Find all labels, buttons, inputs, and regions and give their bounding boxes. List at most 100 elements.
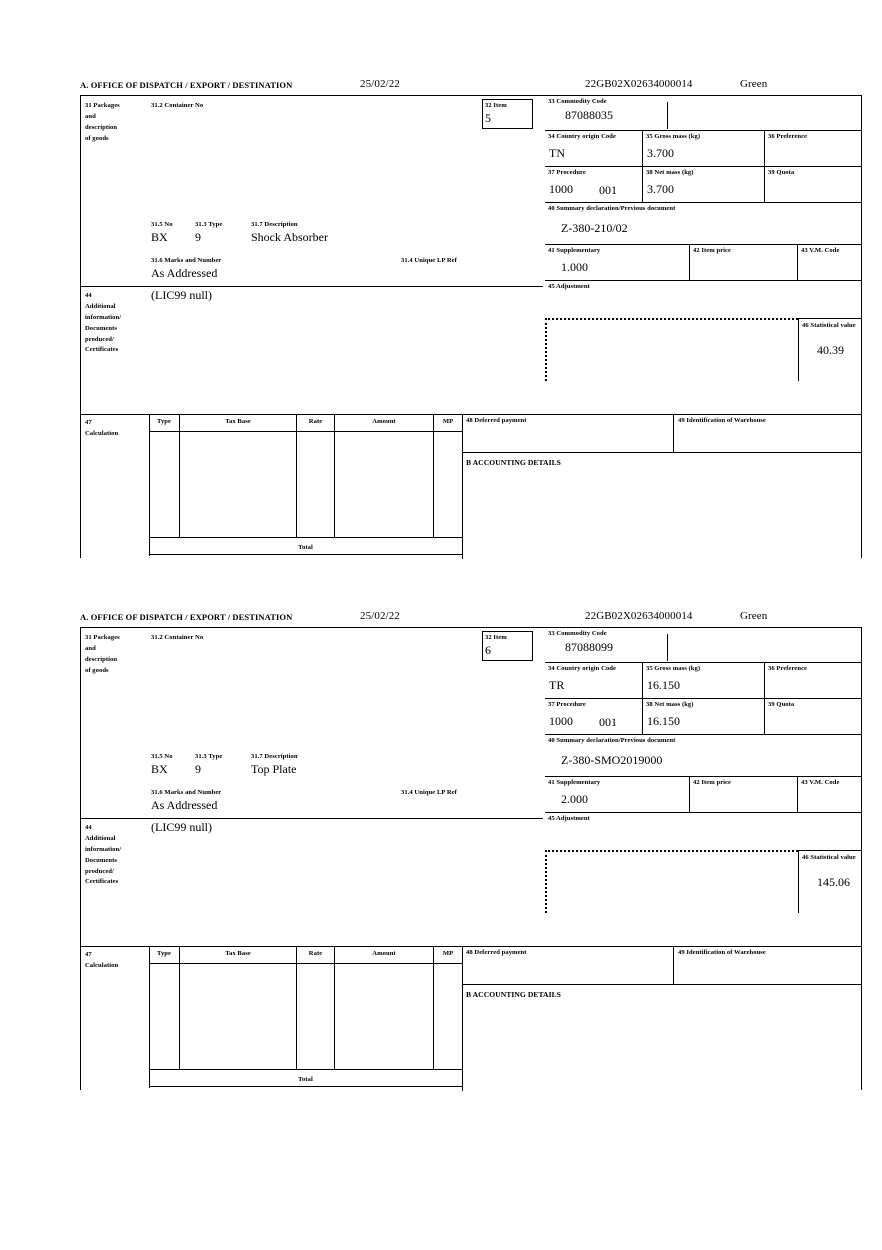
box35-gross-mass: 35 Gross mass (kg) 16.150 <box>643 663 765 699</box>
calc-bottom-border <box>149 1086 462 1087</box>
box46-label: 46 Statistical value <box>802 322 856 329</box>
box39-label: 39 Quota <box>768 701 795 708</box>
calc-header-row: Type Tax Base Rate Amount MP <box>149 414 462 432</box>
box31-5-no-label: 31.5 No <box>151 753 173 760</box>
box39-quota: 39 Quota <box>765 167 861 203</box>
box45-dotted-cell <box>545 850 798 913</box>
box44-value: (LIC99 null) <box>151 288 212 302</box>
box31-6-marks-value: As Addressed <box>151 798 218 812</box>
box31-4-unique-lp-ref-label: 31.4 Unique LP Ref <box>401 789 457 796</box>
box34-label: 34 Country origin Code <box>548 133 616 140</box>
calc-right-separator <box>462 414 463 559</box>
box31-6-marks-label: 31.6 Marks and Number <box>151 257 222 264</box>
box41-value: 2.000 <box>561 792 588 806</box>
box32-item-label: 32 Item <box>485 102 507 109</box>
calc-left-border <box>149 414 150 556</box>
calc-cell-rate <box>297 432 335 537</box>
customs-lane-status: Green <box>740 610 768 622</box>
box37-procedure: 37 Procedure 1000 001 <box>545 167 643 203</box>
box49-warehouse-identification: 49 Identification of Warehouse <box>674 414 861 453</box>
calc-total-label: Total <box>298 1076 313 1083</box>
box42-item-price: 42 Item price <box>690 777 798 813</box>
box34-label: 34 Country origin Code <box>548 665 616 672</box>
calc-total-label: Total <box>298 544 313 551</box>
calc-col-mp: MP <box>442 950 454 957</box>
box37-label: 37 Procedure <box>548 701 586 708</box>
box35-label: 35 Gross mass (kg) <box>646 133 701 140</box>
box43-vm-code: 43 V.M. Code <box>798 245 861 281</box>
box31-2-container-no-label: 31.2 Container No <box>151 634 204 641</box>
boxB-label: B ACCOUNTING DETAILS <box>466 458 561 467</box>
calc-left-border <box>149 946 150 1088</box>
box31-label: 31 Packages and description of goods <box>85 634 120 674</box>
box31-3-type-label: 31.3 Type <box>195 221 223 228</box>
box41-supplementary: 41 Supplementary 1.000 <box>545 245 690 281</box>
movement-reference-number: 22GB02X02634000014 <box>585 78 693 90</box>
box41-label: 41 Supplementary <box>548 247 601 254</box>
box40-summary-declaration: 40 Summary declaration/Previous document… <box>545 735 861 777</box>
box40-label: 40 Summary declaration/Previous document <box>548 205 676 212</box>
office-of-dispatch-label: A. OFFICE OF DISPATCH / EXPORT / DESTINA… <box>80 612 293 622</box>
box35-value: 16.150 <box>647 678 680 692</box>
box36-preference: 36 Preference <box>765 131 861 167</box>
box48-label: 48 Deferred payment <box>466 417 527 424</box>
box33-label: 33 Commodity Code <box>548 98 607 105</box>
box34-country-origin: 34 Country origin Code TR <box>545 663 643 699</box>
calc-cell-amount <box>335 432 434 537</box>
box40-summary-declaration: 40 Summary declaration/Previous document… <box>545 203 861 245</box>
calc-cell-mp <box>434 964 462 1069</box>
box37-label: 37 Procedure <box>548 169 586 176</box>
box45-label: 45 Adjustment <box>548 283 590 290</box>
box38-net-mass: 38 Net mass (kg) 3.700 <box>643 167 765 203</box>
calc-bottom-border <box>149 554 462 555</box>
calc-cell-amount <box>335 964 434 1069</box>
calc-cell-rate <box>297 964 335 1069</box>
boxB-accounting-details: B ACCOUNTING DETAILS <box>462 985 861 1091</box>
movement-reference-number: 22GB02X02634000014 <box>585 610 693 622</box>
box31-7-description-label: 31.7 Description <box>251 753 298 760</box>
calc-total-row: Total <box>149 538 462 556</box>
box36-label: 36 Preference <box>768 133 808 140</box>
box47-calculation-table: Type Tax Base Rate Amount MP Total <box>149 946 463 1088</box>
box38-net-mass: 38 Net mass (kg) 16.150 <box>643 699 765 735</box>
calc-col-type: Type <box>149 414 180 431</box>
box41-label: 41 Supplementary <box>548 779 601 786</box>
calc-cell-tax-base <box>180 964 297 1069</box>
box48-deferred-payment: 48 Deferred payment <box>462 946 674 985</box>
box45-label: 45 Adjustment <box>548 815 590 822</box>
box31-label: 31 Packages and description of goods <box>85 102 120 142</box>
box37-value: 1000 <box>549 714 573 728</box>
calc-col-amount: Amount <box>335 946 434 963</box>
box33-commodity-code: 33 Commodity Code 87088035 <box>545 96 861 131</box>
box31-box44-divider <box>81 286 543 287</box>
box31-package-row: 31.5 No 31.3 Type 31.7 Description BX 9 … <box>151 220 541 247</box>
box31-6-marks-value: As Addressed <box>151 266 218 280</box>
box33-divider-tick <box>667 102 668 129</box>
box35-gross-mass: 35 Gross mass (kg) 3.700 <box>643 131 765 167</box>
calc-right-separator <box>462 946 463 1091</box>
box34-value: TN <box>549 146 565 160</box>
box49-label: 49 Identification of Warehouse <box>678 417 766 424</box>
box47-label: 47 Calculation <box>85 951 119 969</box>
box41-value: 1.000 <box>561 260 588 274</box>
calc-cell-mp <box>434 432 462 537</box>
form-header: A. OFFICE OF DISPATCH / EXPORT / DESTINA… <box>80 78 862 95</box>
box38-value: 16.150 <box>647 714 680 728</box>
box42-label: 42 Item price <box>693 779 732 786</box>
calc-header-row: Type Tax Base Rate Amount MP <box>149 946 462 964</box>
declaration-date: 25/02/22 <box>360 78 400 90</box>
calc-col-tax-base: Tax Base <box>180 946 297 963</box>
box46-statistical-value: 46 Statistical value 40.39 <box>798 318 861 381</box>
calc-col-amount: Amount <box>335 414 434 431</box>
calc-col-rate: Rate <box>297 946 335 963</box>
box40-value: Z-380-210/02 <box>561 221 628 235</box>
box31-3-type-value: 9 <box>195 762 201 776</box>
box49-label: 49 Identification of Warehouse <box>678 949 766 956</box>
form-body: 31 Packages and description of goods 31.… <box>80 95 862 559</box>
box44-label: 44 Additional information/ Documents pro… <box>85 292 122 354</box>
box39-quota: 39 Quota <box>765 699 861 735</box>
box33-label: 33 Commodity Code <box>548 630 607 637</box>
box37-value-secondary: 001 <box>599 183 617 197</box>
box42-item-price: 42 Item price <box>690 245 798 281</box>
calc-col-rate: Rate <box>297 414 335 431</box>
